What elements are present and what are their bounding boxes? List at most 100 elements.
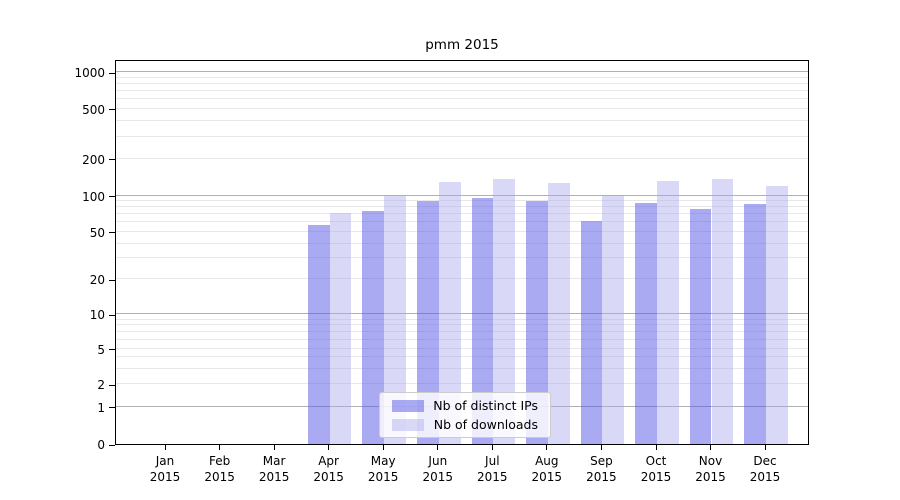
x-tick-mark (273, 445, 275, 450)
gridline (116, 230, 808, 232)
x-tick-mark (600, 445, 602, 450)
y-tick-label: 20 (89, 273, 105, 288)
gridline (116, 157, 808, 159)
gridline (116, 98, 808, 99)
y-tick-mark (109, 444, 115, 446)
y-tick-mark (109, 109, 115, 110)
x-tick-label: Aug 2015 (517, 453, 577, 485)
gridline (116, 324, 808, 326)
y-tick-label: 0 (97, 438, 105, 452)
y-tick-label: 500 (82, 102, 105, 117)
x-tick-mark (546, 445, 548, 450)
bar-downloads (438, 181, 461, 444)
bar-downloads (602, 195, 625, 444)
x-tick-mark (164, 445, 166, 450)
y-tick-label: 2 (97, 378, 105, 393)
x-tick-label: Jul 2015 (462, 453, 522, 485)
x-tick-year: 2015 (586, 470, 617, 484)
gridline (116, 383, 808, 385)
gridline (116, 200, 808, 202)
x-tick-mark (219, 445, 221, 450)
x-tick-year: 2015 (749, 470, 781, 484)
y-tick-mark (109, 232, 115, 234)
x-tick-label: Feb 2015 (190, 453, 250, 485)
bar-distinct-ips (635, 203, 657, 444)
x-tick-month: Sep (590, 454, 613, 468)
legend-swatch-distinct-ips (392, 399, 424, 412)
x-tick-mark (764, 445, 766, 450)
y-tick-mark (109, 349, 115, 351)
legend-label-distinct-ips: Nb of distinct IPs (433, 398, 538, 413)
gridline (116, 318, 808, 320)
x-tick-month: Feb (208, 454, 231, 468)
y-tick-label: 1 (97, 400, 105, 415)
y-tick-label: 1000 (74, 66, 105, 81)
bar-downloads (766, 185, 788, 444)
x-tick-label: Nov 2015 (681, 453, 741, 485)
y-tick-label: 10 (89, 308, 105, 323)
x-tick-label: Oct 2015 (626, 453, 686, 485)
gridline (116, 206, 808, 208)
x-tick-label: Dec 2015 (735, 453, 795, 485)
legend: Nb of distinct IPs Nb of downloads (379, 392, 551, 438)
bar-distinct-ips (689, 209, 712, 444)
gridline (116, 242, 808, 244)
x-tick-mark (437, 445, 439, 450)
gridline (116, 367, 808, 369)
x-tick-year: 2015 (640, 470, 672, 484)
x-tick-month: Jul (485, 454, 500, 468)
bar-distinct-ips (744, 203, 767, 444)
plot-area: Nb of distinct IPs Nb of downloads (115, 60, 809, 445)
x-tick-label: May 2015 (353, 453, 413, 485)
y-tick-mark (109, 407, 115, 409)
x-tick-year: 2015 (477, 470, 508, 484)
gridline (116, 338, 808, 340)
y-tick-mark (109, 314, 115, 316)
y-tick-label: 200 (82, 152, 105, 167)
x-tick-year: 2015 (313, 470, 344, 484)
x-tick-month: Jun (428, 454, 448, 468)
gridline (116, 347, 808, 349)
x-tick-mark (710, 445, 711, 450)
x-tick-mark (328, 445, 330, 450)
y-tick-label: 50 (89, 225, 105, 240)
y-tick-mark (109, 72, 115, 74)
bar-downloads (329, 212, 352, 444)
y-tick-label: 100 (82, 189, 105, 204)
legend-label-downloads: Nb of downloads (433, 417, 538, 432)
gridline (116, 194, 808, 196)
y-tick-mark (109, 159, 115, 161)
bar-distinct-ips (471, 197, 494, 444)
bar-downloads (657, 180, 679, 444)
x-tick-year: 2015 (149, 470, 181, 484)
x-tick-label: Jun 2015 (408, 453, 468, 485)
bar-downloads (493, 178, 516, 444)
x-tick-month: Aug (535, 454, 559, 468)
legend-item-distinct-ips: Nb of distinct IPs (388, 398, 542, 413)
gridline (116, 83, 808, 84)
x-tick-label: Apr 2015 (299, 453, 359, 485)
gridline (116, 257, 808, 259)
x-tick-label: Sep 2015 (571, 453, 631, 485)
y-tick-label: 5 (97, 342, 105, 357)
x-tick-year: 2015 (367, 470, 399, 484)
gridline (116, 119, 808, 121)
y-tick-mark (109, 279, 115, 281)
gridline (116, 76, 808, 78)
x-tick-month: Nov (698, 454, 723, 468)
gridline (116, 278, 808, 280)
bar-distinct-ips (416, 200, 439, 444)
x-tick-month: Mar (262, 454, 286, 468)
gridline (116, 356, 808, 358)
x-tick-year: 2015 (204, 470, 235, 484)
x-tick-mark (382, 445, 384, 450)
bar-downloads (711, 179, 734, 444)
x-tick-mark (655, 445, 657, 450)
bar-distinct-ips (362, 210, 385, 444)
bar-distinct-ips (526, 201, 548, 444)
x-tick-label: Mar 2015 (244, 453, 304, 485)
x-tick-year: 2015 (531, 470, 563, 484)
y-tick-mark (109, 196, 115, 198)
legend-item-downloads: Nb of downloads (388, 417, 542, 432)
